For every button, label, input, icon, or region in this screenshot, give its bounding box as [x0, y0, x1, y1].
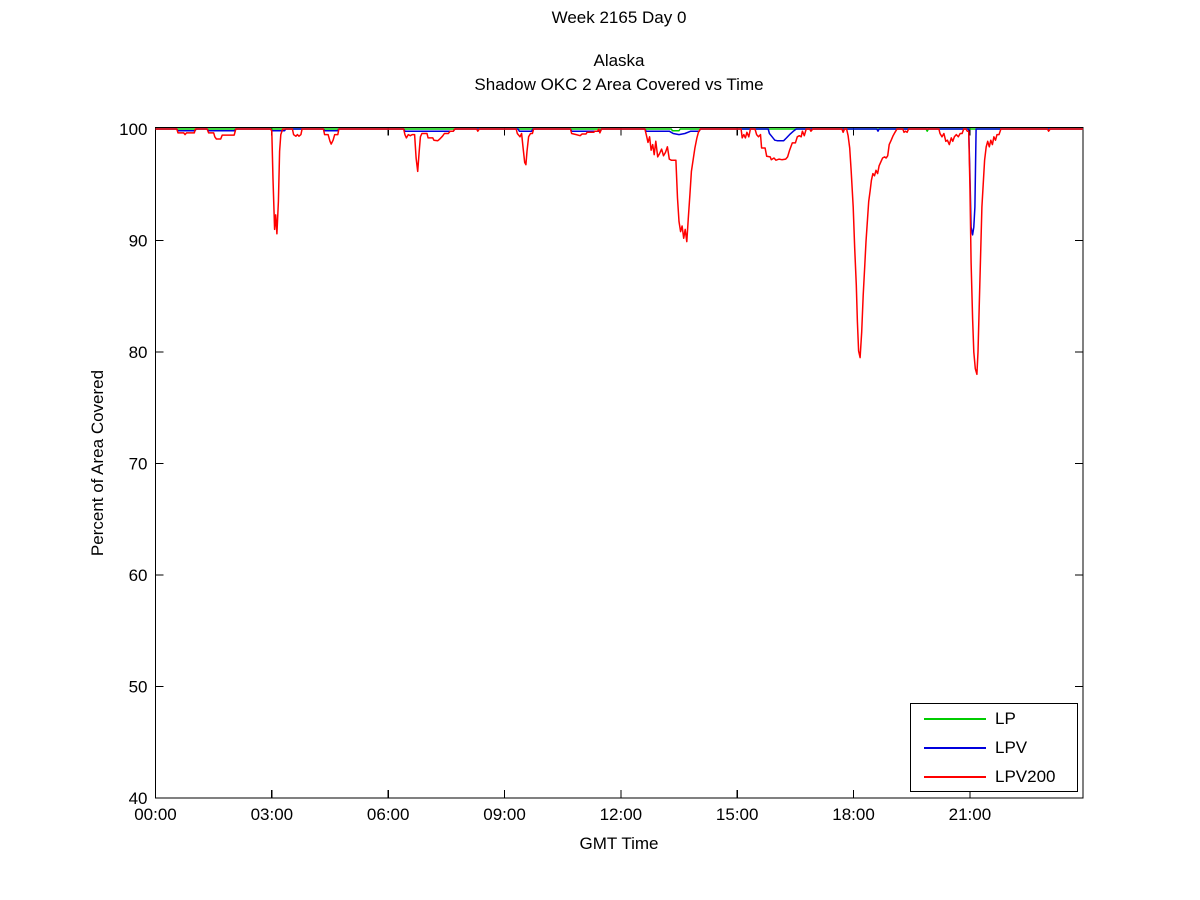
- legend-row-lpv: LPV: [911, 735, 1077, 761]
- x-axis-label: GMT Time: [579, 834, 659, 853]
- y-tick-label: 50: [129, 678, 148, 697]
- legend-label-lpv200: LPV200: [995, 767, 1056, 786]
- x-tick-label: 09:00: [483, 805, 526, 824]
- x-tick-label: 00:00: [134, 805, 177, 824]
- chart-title-line1: Alaska: [593, 51, 645, 70]
- x-tick-label: 18:00: [832, 805, 875, 824]
- legend-label-lpv: LPV: [995, 738, 1028, 757]
- legend-line-sample-lpv: [924, 746, 986, 749]
- x-tick-label: 06:00: [367, 805, 410, 824]
- legend-row-lp: LP: [911, 706, 1077, 732]
- x-tick-label: 21:00: [949, 805, 992, 824]
- x-tick-label: 12:00: [600, 805, 643, 824]
- x-tick-label: 03:00: [251, 805, 294, 824]
- y-tick-label: 60: [129, 566, 148, 585]
- y-tick-label: 100: [119, 120, 147, 139]
- figure-super-title: Week 2165 Day 0: [551, 8, 687, 27]
- y-tick-label: 40: [129, 789, 148, 808]
- series-line-lpv200: [155, 128, 1084, 376]
- axis-box: [154, 126, 1084, 799]
- legend-line-sample-lpv200: [924, 775, 986, 778]
- legend-line-sample-lp: [924, 717, 986, 720]
- legend-label-lp: LP: [995, 709, 1016, 728]
- chart-title-line2: Shadow OKC 2 Area Covered vs Time: [474, 75, 764, 94]
- legend-row-lpv200: LPV200: [911, 764, 1077, 790]
- y-tick-label: 70: [129, 455, 148, 474]
- y-tick-label: 80: [129, 343, 148, 362]
- y-tick-label: 90: [129, 232, 148, 251]
- series-line-lpv: [155, 128, 1084, 236]
- legend: LP LPV LPV200: [910, 703, 1078, 792]
- x-tick-label: 15:00: [716, 805, 759, 824]
